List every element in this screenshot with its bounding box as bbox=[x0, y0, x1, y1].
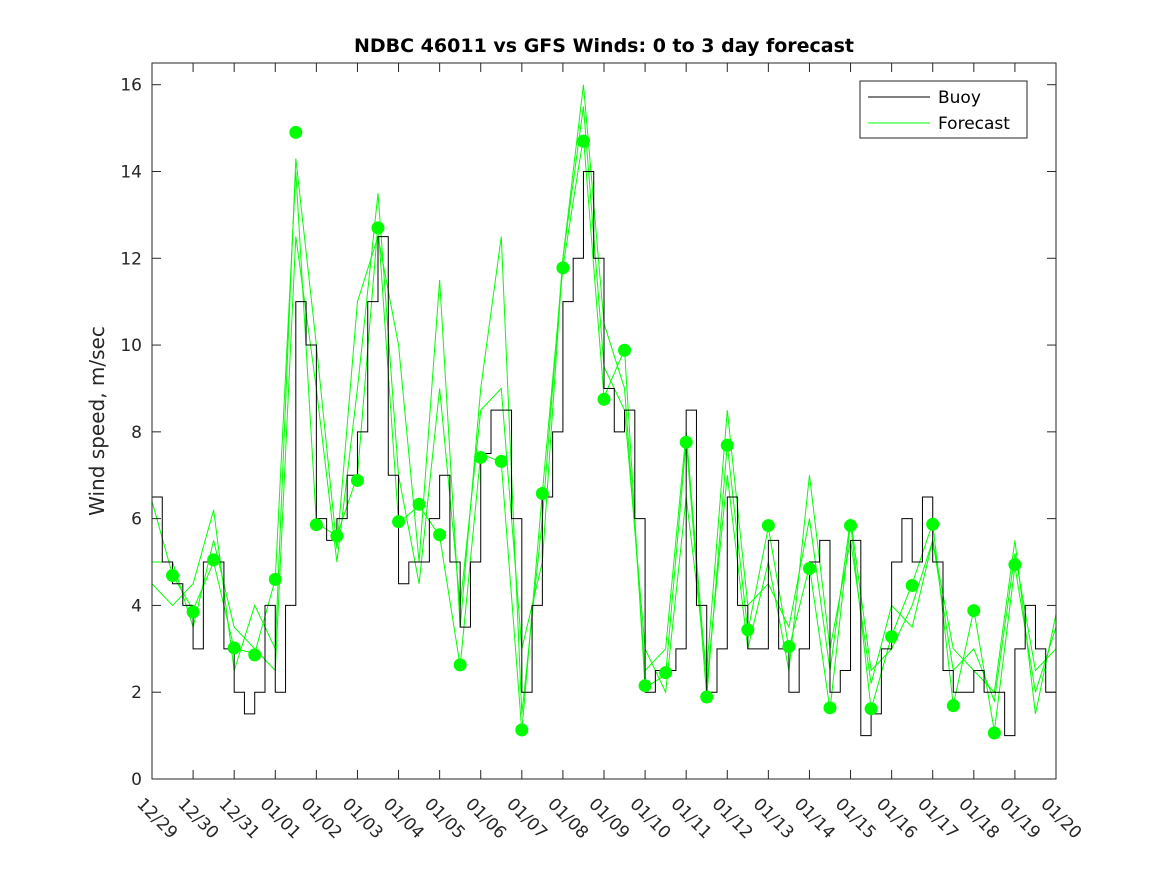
forecast-point bbox=[166, 568, 180, 582]
y-axis: 0 2 4 6 8 10 12 14 16 bbox=[120, 76, 1056, 790]
x-tick-label: 01/14 bbox=[790, 794, 839, 843]
forecast-point bbox=[720, 438, 734, 452]
forecast-point bbox=[741, 623, 755, 637]
x-tick-label: 01/15 bbox=[831, 794, 880, 843]
y-tick-label: 6 bbox=[131, 510, 142, 530]
forecast-point bbox=[864, 702, 878, 716]
x-tick-label: 01/13 bbox=[749, 794, 798, 843]
x-tick-label: 01/02 bbox=[297, 794, 346, 843]
forecast-point bbox=[227, 641, 241, 655]
x-tick-label: 01/12 bbox=[708, 794, 757, 843]
forecast-point bbox=[823, 701, 837, 715]
forecast-point bbox=[946, 699, 960, 713]
y-axis-label: Wind speed, m/sec bbox=[85, 326, 109, 516]
forecast-point bbox=[576, 134, 590, 148]
forecast-point bbox=[926, 517, 940, 531]
legend-buoy-label: Buoy bbox=[938, 88, 981, 108]
x-tick-label: 01/19 bbox=[995, 794, 1044, 843]
x-tick-label: 12/31 bbox=[215, 794, 264, 843]
forecast-point bbox=[515, 723, 529, 737]
x-tick-label: 01/04 bbox=[379, 794, 428, 843]
x-tick-label: 12/29 bbox=[132, 794, 181, 843]
forecast-point bbox=[248, 648, 262, 662]
forecast-point bbox=[453, 658, 467, 672]
forecast-point bbox=[309, 518, 323, 532]
forecast-point bbox=[494, 454, 508, 468]
x-tick-label: 01/01 bbox=[256, 794, 305, 843]
x-tick-label: 01/05 bbox=[420, 794, 469, 843]
x-tick-label: 01/11 bbox=[667, 794, 716, 843]
x-tick-label: 01/07 bbox=[502, 794, 551, 843]
x-tick-label: 01/20 bbox=[1036, 794, 1085, 843]
x-tick-label: 01/10 bbox=[626, 794, 675, 843]
forecast-point bbox=[392, 515, 406, 529]
y-tick-label: 16 bbox=[120, 76, 142, 96]
forecast-line-0 bbox=[152, 136, 1056, 732]
x-tick-label: 01/06 bbox=[461, 794, 510, 843]
x-tick-label: 01/09 bbox=[584, 794, 633, 843]
forecast-point bbox=[556, 261, 570, 275]
x-tick-label: 01/17 bbox=[913, 794, 962, 843]
forecast-point bbox=[207, 553, 221, 567]
forecast-point bbox=[679, 435, 693, 449]
forecast-points bbox=[166, 125, 1022, 740]
buoy-line bbox=[152, 170, 1056, 737]
legend-box bbox=[859, 80, 1028, 139]
x-axis: 12/2912/3012/3101/0101/0201/0301/0401/05… bbox=[132, 63, 1085, 843]
forecast-point bbox=[700, 690, 714, 704]
forecast-point bbox=[618, 343, 632, 357]
forecast-point bbox=[1008, 558, 1022, 572]
forecast-point bbox=[782, 640, 796, 654]
forecast-lines bbox=[152, 84, 1056, 732]
x-tick-label: 12/30 bbox=[174, 794, 223, 843]
forecast-point bbox=[638, 679, 652, 693]
y-tick-label: 14 bbox=[120, 162, 142, 182]
forecast-point bbox=[412, 497, 426, 511]
buoy-line-group bbox=[152, 170, 1056, 737]
forecast-point bbox=[761, 519, 775, 533]
forecast-point bbox=[433, 528, 447, 542]
forecast-point bbox=[967, 604, 981, 618]
y-tick-label: 2 bbox=[131, 683, 142, 703]
forecast-point bbox=[371, 221, 385, 235]
forecast-point bbox=[268, 572, 282, 586]
forecast-point bbox=[987, 726, 1001, 740]
forecast-point bbox=[905, 578, 919, 592]
x-tick-label: 01/18 bbox=[954, 794, 1003, 843]
forecast-point bbox=[350, 473, 364, 487]
x-tick-label: 01/08 bbox=[543, 794, 592, 843]
chart-title: NDBC 46011 vs GFS Winds: 0 to 3 day fore… bbox=[354, 35, 854, 57]
y-tick-label: 4 bbox=[131, 596, 142, 616]
forecast-point bbox=[330, 529, 344, 543]
legend-forecast-label: Forecast bbox=[938, 114, 1010, 134]
forecast-point bbox=[186, 605, 200, 619]
plot-frame bbox=[151, 62, 1057, 780]
y-tick-label: 8 bbox=[131, 423, 142, 443]
forecast-point bbox=[474, 450, 488, 464]
y-tick-label: 0 bbox=[131, 770, 142, 790]
forecast-point bbox=[289, 125, 303, 139]
x-tick-label: 01/16 bbox=[872, 794, 921, 843]
forecast-point bbox=[535, 486, 549, 500]
forecast-point bbox=[597, 392, 611, 406]
legend: Buoy Forecast bbox=[859, 80, 1028, 139]
forecast-point bbox=[659, 666, 673, 680]
x-tick-label: 01/03 bbox=[338, 794, 387, 843]
forecast-point bbox=[844, 519, 858, 533]
y-tick-label: 12 bbox=[120, 249, 142, 269]
forecast-point bbox=[885, 630, 899, 644]
y-tick-label: 10 bbox=[120, 336, 142, 356]
forecast-point bbox=[802, 562, 816, 576]
